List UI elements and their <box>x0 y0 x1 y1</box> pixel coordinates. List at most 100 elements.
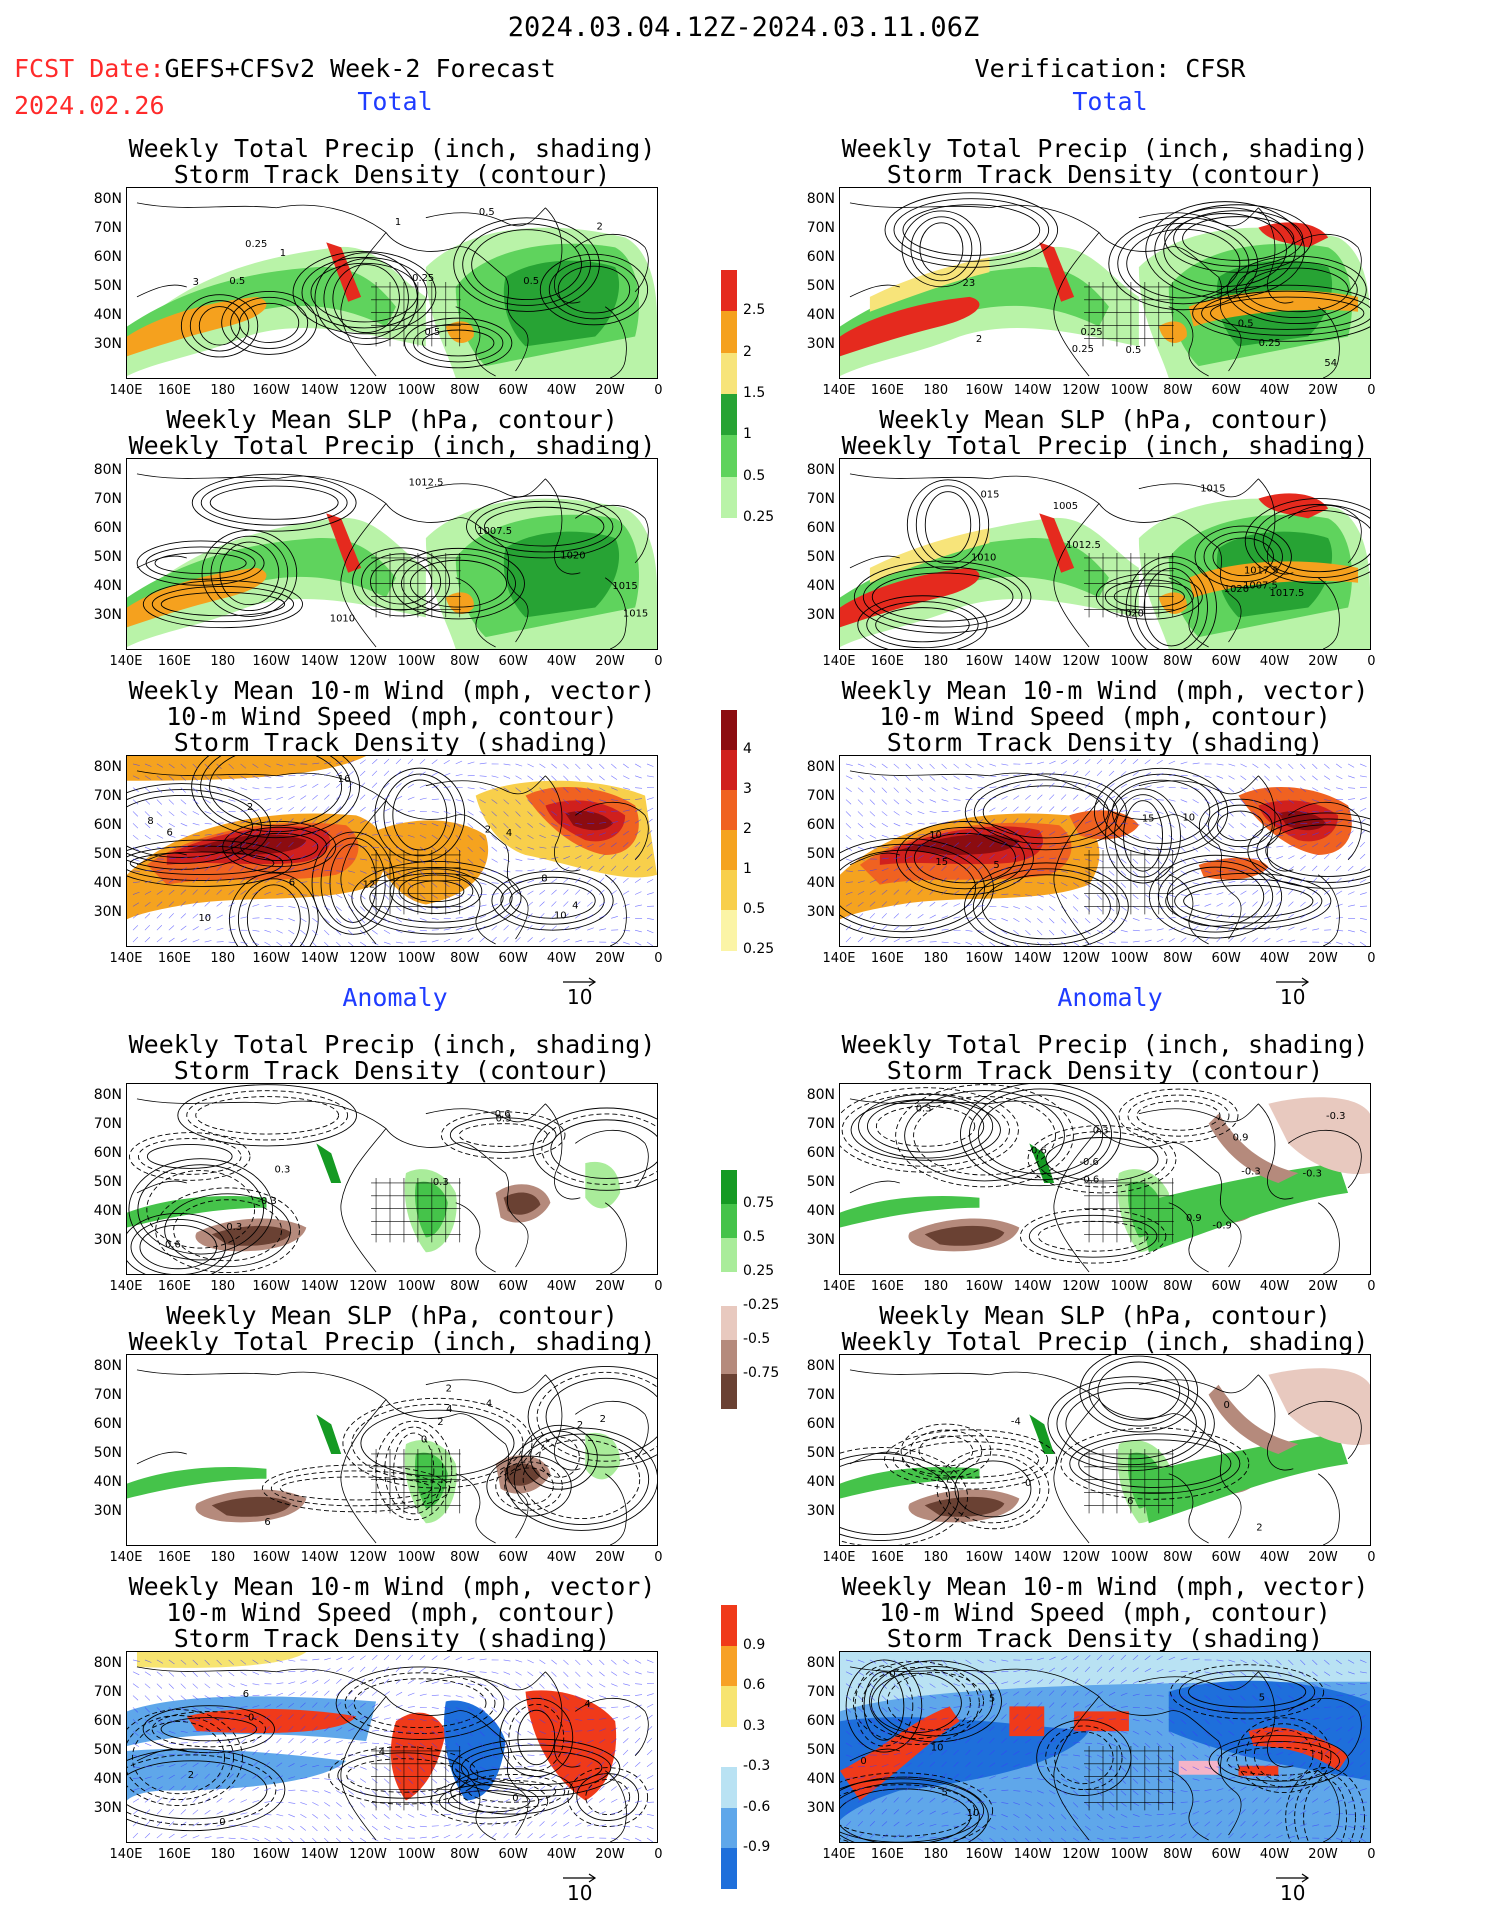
lon-label: 0 <box>654 1279 663 1294</box>
lon-label: 60W <box>498 1847 528 1862</box>
lat-label: 80N <box>806 1087 835 1103</box>
lon-label: 160E <box>870 1279 904 1294</box>
colorbar-label: 1 <box>743 861 752 877</box>
colorbar-label: 2 <box>743 821 752 837</box>
lon-label: 100W <box>397 654 436 669</box>
panel-title-fc-4-1: Weekly Total Precip (inch, shading) <box>128 1327 656 1356</box>
lon-label: 100W <box>397 1279 436 1294</box>
lon-label: 140W <box>300 383 339 398</box>
colorbar-segment <box>721 1238 737 1273</box>
panel-title-vr-5-1: 10-m Wind Speed (mph, contour) <box>879 1598 1331 1627</box>
contour-label: 4 <box>584 1699 590 1710</box>
lon-label: 140W <box>300 1847 339 1862</box>
contour-label: 2 <box>188 1770 194 1781</box>
contour-label: 16 <box>338 774 351 785</box>
lon-label: 20W <box>595 1279 625 1294</box>
panel-title-fc-2-2: Storm Track Density (shading) <box>173 728 611 757</box>
lat-label: 30N <box>806 1800 835 1816</box>
lat-label: 50N <box>93 1445 122 1461</box>
colorbar-segment <box>721 476 737 519</box>
lon-label: 140E <box>822 1550 856 1565</box>
lon-label: 160E <box>157 1550 191 1565</box>
panel-title-fc-5-2: Storm Track Density (shading) <box>173 1624 611 1653</box>
panel-title-fc-1-0: Weekly Mean SLP (hPa, contour) <box>166 405 618 434</box>
lon-label: 40W <box>546 1550 577 1565</box>
contour-label: 6 <box>243 1689 249 1700</box>
panel-title-fc-2-0: Weekly Mean 10-m Wind (mph, vector) <box>128 676 656 705</box>
lat-label: 30N <box>93 1232 122 1248</box>
colorbar-label: -0.25 <box>743 1297 780 1313</box>
lon-label: 120W <box>349 1279 387 1294</box>
contour-label: 2 <box>247 802 253 813</box>
lat-label: 60N <box>93 817 122 833</box>
contour-label: 1020 <box>1119 609 1144 620</box>
lat-label: 50N <box>806 1174 835 1190</box>
lat-label: 30N <box>806 904 835 920</box>
contour-label: -0.9 <box>1212 1221 1231 1232</box>
lon-label: 60W <box>1211 654 1241 669</box>
contour-label: 0.3 <box>496 1113 512 1124</box>
lat-label: 60N <box>806 817 835 833</box>
map-forecast-total-wind: 2 4 6 10 8 12 2 4 6 10 8 16 <box>126 755 658 947</box>
lon-label: 180 <box>210 951 236 966</box>
lon-label: 160W <box>965 951 1004 966</box>
lat-label: 50N <box>806 549 835 565</box>
lon-label: 100W <box>1110 1847 1149 1862</box>
lon-label: 20W <box>595 383 625 398</box>
lon-label: 160E <box>870 1847 904 1862</box>
lon-label: 160W <box>252 951 291 966</box>
lon-label: 140W <box>300 951 339 966</box>
contour-label: 1010 <box>971 553 996 564</box>
colorbar-label: 0.25 <box>743 941 775 957</box>
lon-label: 160E <box>157 1847 191 1862</box>
lon-label: 100W <box>1110 383 1149 398</box>
lon-label: 160W <box>252 654 291 669</box>
lon-label: 0 <box>1367 383 1376 398</box>
vector-reference: 10 <box>561 1873 601 1905</box>
lon-label: 140W <box>1013 1847 1052 1862</box>
lat-label: 70N <box>93 1116 122 1132</box>
panel-title-vr-4-0: Weekly Mean SLP (hPa, contour) <box>879 1301 1331 1330</box>
contour-label: -0.3 <box>257 1196 276 1207</box>
colorbar-label: 0.5 <box>743 901 766 917</box>
colorbar-segment <box>721 1204 737 1239</box>
lon-label: 0 <box>654 951 663 966</box>
lon-label: 0 <box>654 1847 663 1862</box>
lon-label: 60W <box>498 654 528 669</box>
lon-label: 160W <box>965 1550 1004 1565</box>
lon-label: 160E <box>157 383 191 398</box>
lat-label: 30N <box>93 607 122 623</box>
vector-reference-label: 10 <box>1280 1881 1306 1905</box>
contour-label: 0.5 <box>523 276 539 287</box>
lon-label: 140E <box>822 1279 856 1294</box>
lon-label: 160W <box>252 1847 291 1862</box>
verification-label: Verification: CFSR <box>974 54 1246 83</box>
contour-label: 1 <box>395 217 401 228</box>
lon-label: 120W <box>349 654 387 669</box>
contour-label: 0.5 <box>424 327 440 338</box>
lon-label: 100W <box>397 1847 436 1862</box>
lat-label: 80N <box>806 191 835 207</box>
lat-label: 30N <box>806 607 835 623</box>
lon-label: 140E <box>109 1550 143 1565</box>
lon-label: 60W <box>1211 1550 1241 1565</box>
lat-label: 60N <box>806 1416 835 1432</box>
lon-label: 140W <box>1013 654 1052 669</box>
lon-label: 180 <box>210 1847 236 1862</box>
lat-label: 40N <box>93 307 122 323</box>
contour-label: -0.6 <box>1027 1145 1046 1156</box>
lon-label: 140E <box>822 383 856 398</box>
lon-label: 180 <box>923 654 949 669</box>
lat-label: 30N <box>93 904 122 920</box>
colorbar-segment <box>721 1726 737 1768</box>
lon-label: 180 <box>923 383 949 398</box>
lon-label: 140E <box>109 951 143 966</box>
panel-title-vr-2-0: Weekly Mean 10-m Wind (mph, vector) <box>841 676 1369 705</box>
lat-label: 30N <box>93 1503 122 1519</box>
contour-label: 1015 <box>612 581 637 592</box>
vector-reference-label: 10 <box>567 985 593 1009</box>
lon-label: 20W <box>1308 383 1338 398</box>
lon-label: 40W <box>546 1279 577 1294</box>
lon-label: 140W <box>300 654 339 669</box>
contour-label: 2 <box>437 1417 443 1428</box>
